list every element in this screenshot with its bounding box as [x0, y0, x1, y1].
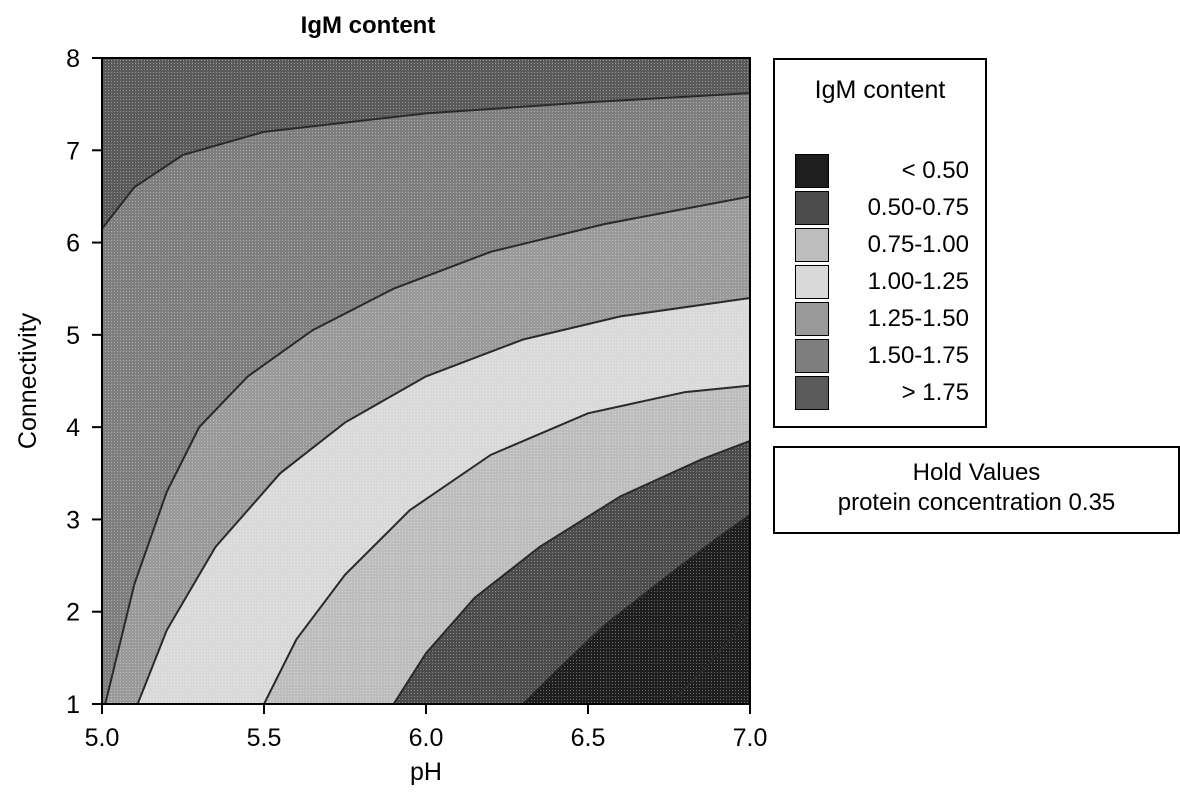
y-tick-label: 6: [66, 230, 80, 258]
legend-swatch: [795, 339, 829, 373]
legend-label: 1.50-1.75: [868, 341, 969, 371]
contour-regions: [102, 58, 750, 704]
legend: IgM content < 0.50 0.50-0.75 0.75-1.00 1.00…: [773, 58, 987, 428]
legend-label: 0.50-0.75: [868, 193, 969, 223]
x-tick-label: 5.5: [247, 724, 282, 752]
legend-entry: 0.50-0.75: [795, 191, 975, 227]
legend-entry: > 1.75: [795, 376, 975, 412]
legend-entry: 1.00-1.25: [795, 265, 975, 301]
legend-swatch: [795, 376, 829, 410]
region-texture: [102, 58, 750, 704]
x-tick-label: 6.5: [571, 724, 606, 752]
legend-entry: < 0.50: [795, 154, 975, 190]
x-tick-label: 6.0: [409, 724, 444, 752]
legend-swatch: [795, 302, 829, 336]
hold-values-box: Hold Values protein concentration 0.35: [773, 446, 1180, 534]
legend-title: IgM content: [775, 76, 985, 105]
x-tick-label: 7.0: [733, 724, 768, 752]
y-tick-label: 4: [66, 414, 80, 442]
legend-label: 0.75-1.00: [868, 230, 969, 260]
legend-swatch: [795, 191, 829, 225]
y-tick-label: 3: [66, 506, 80, 534]
y-tick-label: 5: [66, 322, 80, 350]
y-axis: 1 2 3 4 5 6 7 8: [66, 45, 102, 719]
y-tick-label: 1: [66, 691, 80, 719]
y-tick-label: 2: [66, 599, 80, 627]
legend-entry: 1.25-1.50: [795, 302, 975, 338]
hold-values-title: Hold Values: [775, 458, 1178, 488]
y-tick-label: 8: [66, 45, 80, 73]
y-axis-label: Connectivity: [14, 312, 42, 449]
x-tick-label: 5.0: [85, 724, 120, 752]
legend-swatch: [795, 228, 829, 262]
legend-label: < 0.50: [902, 156, 969, 186]
legend-label: 1.25-1.50: [868, 304, 969, 334]
x-axis-label: pH: [410, 758, 442, 786]
hold-values-text: protein concentration 0.35: [775, 488, 1178, 518]
legend-label: 1.00-1.25: [868, 267, 969, 297]
y-tick-label: 7: [66, 137, 80, 165]
legend-label: > 1.75: [902, 378, 969, 408]
x-axis: 5.0 5.5 6.0 6.5 7.0: [85, 704, 768, 752]
chart-title: IgM content: [301, 12, 436, 39]
legend-swatch: [795, 154, 829, 188]
legend-entry: 1.50-1.75: [795, 339, 975, 375]
legend-swatch: [795, 265, 829, 299]
legend-entry: 0.75-1.00: [795, 228, 975, 264]
